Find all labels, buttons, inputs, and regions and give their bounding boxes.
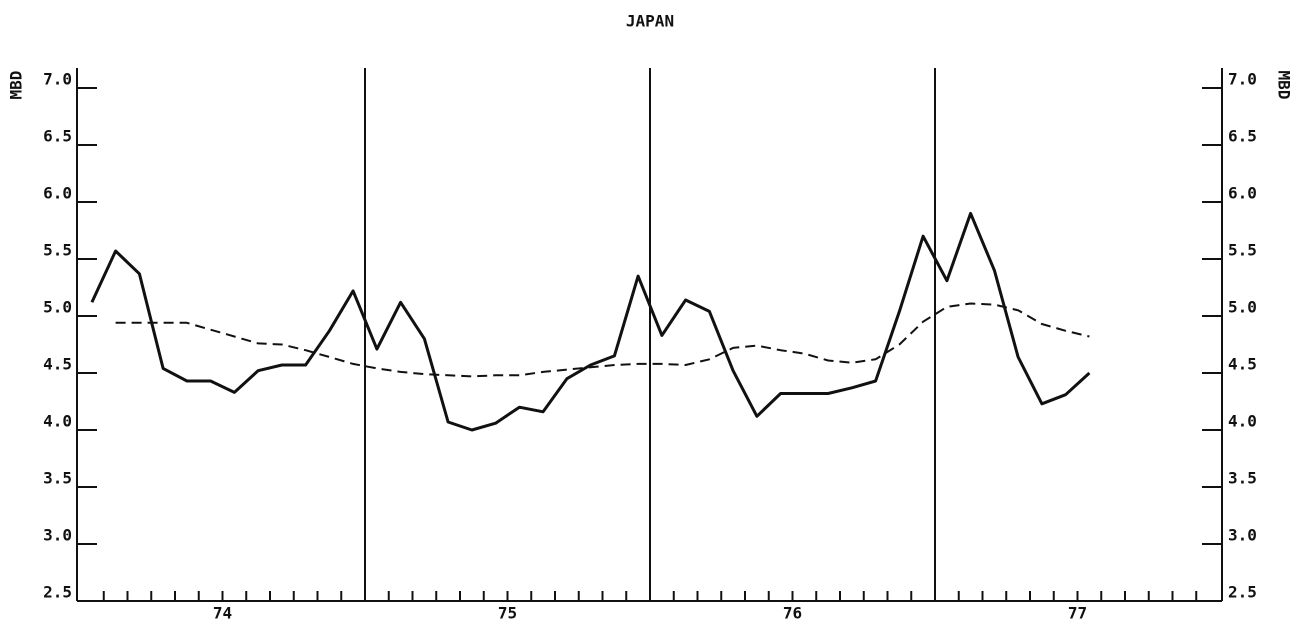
y2-tick-label: 7.0 (1228, 70, 1257, 89)
x-tick-label: 77 (1068, 604, 1087, 623)
x-tick-label: 74 (213, 604, 232, 623)
y-tick-label: 5.5 (43, 241, 72, 260)
chart-title: JAPAN (626, 12, 674, 31)
y-tick-label: 3.5 (43, 469, 72, 488)
y-tick-label: 6.5 (43, 127, 72, 146)
y-tick-label: 3.0 (43, 526, 72, 545)
y2-tick-label: 4.5 (1228, 355, 1257, 374)
y2-axis-label: MBD (1275, 71, 1294, 100)
y2-tick-label: 3.5 (1228, 469, 1257, 488)
y-tick-label: 4.5 (43, 355, 72, 374)
data-line (90, 211, 1091, 432)
y2-tick-label: 6.0 (1228, 184, 1257, 203)
y2-tick-label: 5.5 (1228, 241, 1257, 260)
y-tick-label: 7.0 (43, 70, 72, 89)
x-tick-label: 76 (783, 604, 802, 623)
data-line (115, 302, 1090, 378)
y-tick-label: 2.5 (43, 583, 72, 602)
y2-tick-label: 6.5 (1228, 127, 1257, 146)
y-axis-label: MBD (7, 71, 26, 100)
x-tick-label: 75 (498, 604, 517, 623)
y-tick-label: 5.0 (43, 298, 72, 317)
y-tick-label: 6.0 (43, 184, 72, 203)
y2-tick-label: 3.0 (1228, 526, 1257, 545)
y-tick-label: 4.0 (43, 412, 72, 431)
y2-tick-label: 2.5 (1228, 583, 1257, 602)
y2-tick-label: 4.0 (1228, 412, 1257, 431)
y2-tick-label: 5.0 (1228, 298, 1257, 317)
